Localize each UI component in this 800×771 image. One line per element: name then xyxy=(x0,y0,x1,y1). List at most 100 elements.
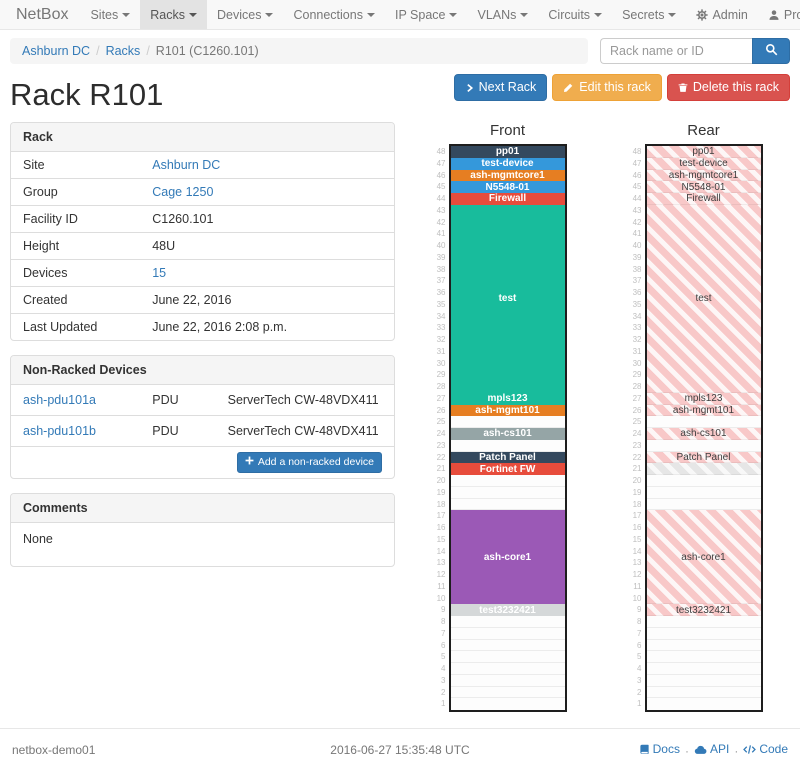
rack-unit-ash-core1[interactable]: ash-core1 xyxy=(450,510,565,605)
unit-number: 36 xyxy=(632,288,642,298)
footer-link-docs[interactable]: Docs xyxy=(639,742,680,756)
unit-number: 26 xyxy=(632,405,642,415)
nonracked-device-row: ash-pdu101b PDU ServerTech CW-48VDX411 xyxy=(11,415,394,446)
rack-panel-title: Rack xyxy=(11,123,394,153)
add-nonracked-device-label: Add a non-racked device xyxy=(257,456,374,469)
caret-icon xyxy=(520,12,529,17)
unit-number: 43 xyxy=(436,205,446,215)
nav-item-ip-space[interactable]: IP Space xyxy=(385,0,468,29)
nav-item-secrets[interactable]: Secrets xyxy=(612,0,686,29)
rear-unit-test3232421[interactable]: test3232421 xyxy=(646,604,761,617)
nav-item-racks[interactable]: Racks xyxy=(140,0,207,29)
device-role: PDU xyxy=(152,393,179,408)
breadcrumb-link-ashburn-dc[interactable]: Ashburn DC xyxy=(22,44,91,58)
breadcrumb-link-racks[interactable]: Racks xyxy=(105,44,141,58)
unit-number: 19 xyxy=(632,487,642,497)
rack-detail-row-height: Height 48U xyxy=(11,232,394,259)
rack-unit-fortinet-fw[interactable]: Fortinet FW xyxy=(450,463,565,476)
rack-detail-value: C1260.101 xyxy=(152,212,214,227)
nav-item-devices[interactable]: Devices xyxy=(207,0,283,29)
rear-unit-test[interactable]: test xyxy=(646,204,761,393)
footer-links: Docs · API · Code xyxy=(555,742,788,758)
unit-number: 39 xyxy=(436,252,446,262)
unit-number: 41 xyxy=(632,229,642,239)
rear-unit-test-device[interactable]: test-device xyxy=(646,157,761,170)
unit-number: 25 xyxy=(632,417,642,427)
rack-detail-row-created: Created June 22, 2016 xyxy=(11,286,394,313)
rack-detail-label: Created xyxy=(23,293,68,308)
empty-unit xyxy=(646,439,761,452)
unit-number: 18 xyxy=(632,499,642,509)
delete-this-rack-button[interactable]: Delete this rack xyxy=(666,74,790,101)
rear-unit-firewall[interactable]: Firewall xyxy=(646,193,761,205)
unit-number: 14 xyxy=(436,546,446,556)
front-elevation-title: Front xyxy=(489,122,525,140)
rear-unit-ash-core1[interactable]: ash-core1 xyxy=(646,510,761,605)
nav-item-profile[interactable]: Profile xyxy=(758,0,800,29)
footer-link-code[interactable]: Code xyxy=(743,742,788,756)
rack-detail-value-link[interactable]: Ashburn DC xyxy=(152,158,221,173)
nonracked-panel-title: Non-Racked Devices xyxy=(11,356,394,386)
unit-number: 48 xyxy=(632,147,642,157)
rack-unit-n5548-01[interactable]: N5548-01 xyxy=(450,181,565,194)
rack-unit-test3232421[interactable]: test3232421 xyxy=(450,604,565,617)
empty-unit xyxy=(646,616,761,628)
device-name-link-ash-pdu101b[interactable]: ash-pdu101b xyxy=(23,424,96,439)
unit-number: 3 xyxy=(637,675,642,685)
rear-unit-mpls123[interactable]: mpls123 xyxy=(646,392,761,405)
rear-unit-fortinet-fw[interactable] xyxy=(646,463,761,476)
navbar-menu: Sites Racks Devices Connections IP Space VLAN… xyxy=(80,0,686,29)
device-name: ash-pdu101b xyxy=(23,424,152,438)
unit-number: 29 xyxy=(436,370,446,380)
trash-icon xyxy=(678,82,688,93)
rack-panel: Rack Site Ashburn DC Group Cage 1250 Facilit… xyxy=(10,122,395,342)
search-input[interactable] xyxy=(600,38,752,64)
brand-logo[interactable]: NetBox xyxy=(16,5,69,23)
unit-number: 7 xyxy=(441,628,446,638)
unit-number: 14 xyxy=(632,546,642,556)
empty-unit xyxy=(450,486,565,499)
rack-elevations: Front 48 47 46 45 44 43 42 41 40 39 38 37 36 35 34 33 32… xyxy=(405,122,790,713)
search-button[interactable] xyxy=(752,38,790,64)
footer-link-label: Docs xyxy=(652,742,680,757)
rack-detail-value-link[interactable]: Cage 1250 xyxy=(152,185,214,200)
rack-unit-ash-cs101[interactable]: ash-cs101 xyxy=(450,428,565,440)
rack-unit-firewall[interactable]: Firewall xyxy=(450,193,565,205)
device-name-link-ash-pdu101a[interactable]: ash-pdu101a xyxy=(23,393,96,408)
unit-number: 6 xyxy=(637,640,642,650)
rack-unit-ash-mgmt101[interactable]: ash-mgmt101 xyxy=(450,404,565,417)
rack-detail-value-link[interactable]: 15 xyxy=(152,266,167,281)
rear-unit-ash-cs101[interactable]: ash-cs101 xyxy=(646,428,761,440)
next-rack-button[interactable]: Next Rack xyxy=(453,74,548,101)
footer-link-api[interactable]: API xyxy=(694,742,729,756)
rear-unit-ash-mgmt101[interactable]: ash-mgmt101 xyxy=(646,404,761,417)
add-nonracked-device-button[interactable]: Add a non-racked device xyxy=(236,452,382,473)
rear-unit-pp01[interactable]: pp01 xyxy=(646,146,761,158)
nav-item-connections[interactable]: Connections xyxy=(283,0,385,29)
device-role: PDU xyxy=(152,424,179,439)
edit-this-rack-button[interactable]: Edit this rack xyxy=(552,74,662,101)
empty-unit xyxy=(646,639,761,652)
footer-timestamp: 2016-06-27 15:35:48 UTC xyxy=(330,742,470,757)
unit-number: 12 xyxy=(632,570,642,580)
rack-unit-pp01[interactable]: pp01 xyxy=(450,146,565,158)
empty-unit xyxy=(450,627,565,640)
unit-number: 21 xyxy=(632,464,642,474)
cloud-icon xyxy=(694,744,707,755)
nav-item-admin[interactable]: Admin xyxy=(686,0,757,29)
rack-unit-patch-panel[interactable]: Patch Panel xyxy=(450,451,565,464)
unit-number: 47 xyxy=(632,158,642,168)
rack-unit-mpls123[interactable]: mpls123 xyxy=(450,392,565,405)
pencil-icon xyxy=(563,82,574,93)
nav-item-circuits[interactable]: Circuits xyxy=(538,0,612,29)
button-label: Next Rack xyxy=(478,80,537,94)
rear-unit-patch-panel[interactable]: Patch Panel xyxy=(646,451,761,464)
nav-item-vlans[interactable]: VLANs xyxy=(467,0,538,29)
nav-item-sites[interactable]: Sites xyxy=(80,0,140,29)
rear-unit-ash-mgmtcore1[interactable]: ash-mgmtcore1 xyxy=(646,169,761,182)
rack-unit-test-device[interactable]: test-device xyxy=(450,157,565,170)
rack-unit-test[interactable]: test xyxy=(450,204,565,393)
rear-unit-n5548-01[interactable]: N5548-01 xyxy=(646,181,761,194)
rack-unit-ash-mgmtcore1[interactable]: ash-mgmtcore1 xyxy=(450,169,565,182)
unit-number: 24 xyxy=(632,429,642,439)
